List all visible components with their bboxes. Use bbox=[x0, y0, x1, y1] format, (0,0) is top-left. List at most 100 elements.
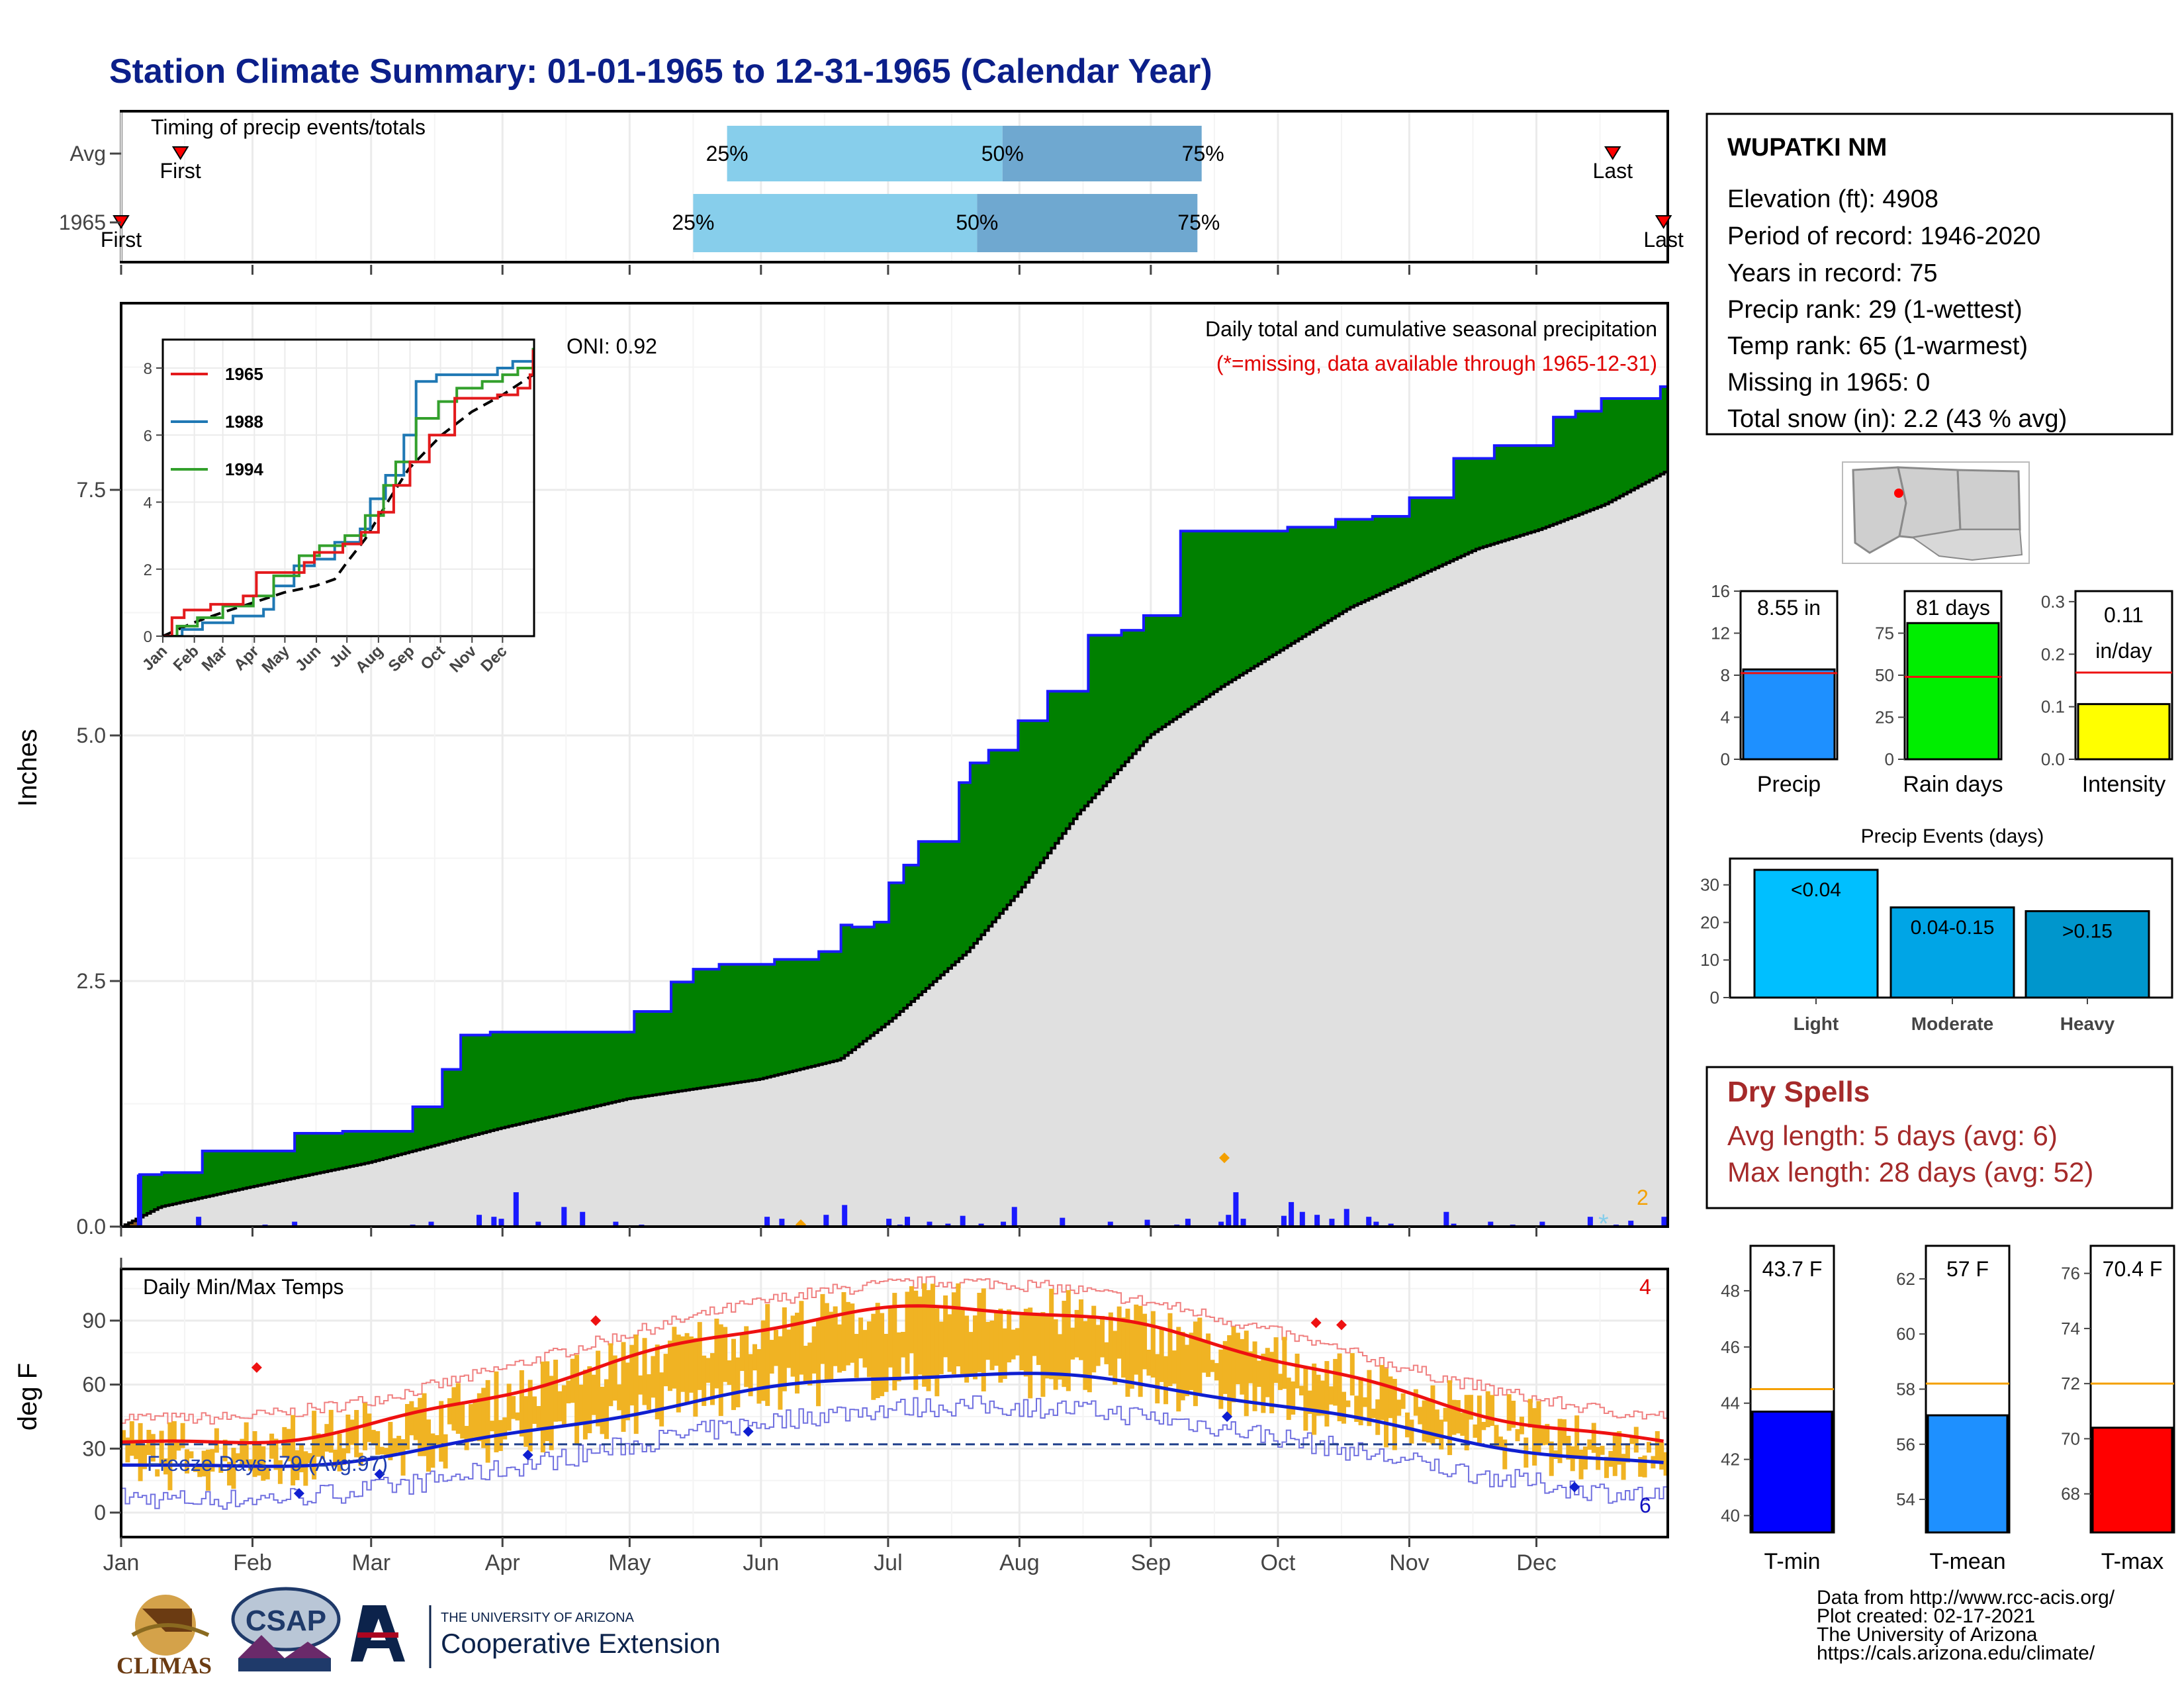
temp-daily-bar bbox=[1625, 1443, 1630, 1463]
temp-daily-bar bbox=[206, 1449, 211, 1491]
temp-daily-bar bbox=[434, 1434, 439, 1445]
temp-daily-bar bbox=[1036, 1314, 1041, 1366]
temp-daily-bar bbox=[1189, 1333, 1194, 1390]
timing-bar-25-50 bbox=[693, 194, 978, 252]
temp-daily-bar bbox=[1307, 1390, 1312, 1414]
temp-daily-bar bbox=[1320, 1380, 1325, 1416]
temp-daily-bar bbox=[1434, 1409, 1439, 1439]
timing-last-label: Last bbox=[1593, 159, 1633, 183]
precip-daily-bar bbox=[613, 1221, 619, 1227]
temp-daily-bar bbox=[1409, 1419, 1414, 1444]
temp-daily-bar bbox=[1019, 1315, 1024, 1371]
temp-daily-bar bbox=[455, 1383, 461, 1434]
temp-daily-bar bbox=[820, 1293, 825, 1364]
temp-daily-bar bbox=[760, 1320, 766, 1401]
precip-daily-bar bbox=[1366, 1217, 1372, 1227]
temp-daily-bar bbox=[392, 1438, 397, 1455]
precip-avg-line bbox=[121, 470, 1668, 1227]
temp-daily-bar bbox=[1240, 1338, 1245, 1395]
month-tick-label: Nov bbox=[1389, 1550, 1429, 1575]
temp-daily-bar bbox=[1494, 1425, 1499, 1449]
credit-line-university: The University of Arizona bbox=[1817, 1624, 2038, 1646]
timing-last-marker bbox=[1604, 146, 1621, 160]
temp-daily-bar bbox=[752, 1344, 758, 1371]
temp-daily-bar bbox=[1222, 1340, 1228, 1394]
record-low-marker bbox=[293, 1488, 304, 1499]
summary-value-bar bbox=[1906, 622, 2000, 761]
temp-daily-bar bbox=[566, 1380, 571, 1404]
temp-daily-bar bbox=[845, 1301, 850, 1366]
timing-panel: 25% 50% 75% First Last 25% 50% 75% First Last Tim… bbox=[59, 110, 1684, 263]
temp-daily-bar bbox=[807, 1342, 813, 1385]
temp-daily-bar bbox=[1142, 1313, 1148, 1370]
temp-daily-bar bbox=[680, 1336, 686, 1392]
temp-daily-bar bbox=[349, 1419, 355, 1445]
timing-label-50: 50% bbox=[981, 142, 1024, 165]
temp-daily-bar bbox=[600, 1386, 605, 1434]
temp-daily-bar bbox=[1100, 1315, 1105, 1358]
timing-bar-50-75 bbox=[1002, 126, 1202, 181]
temp-daily-bar bbox=[1392, 1379, 1397, 1450]
temp-daily-bar bbox=[383, 1448, 388, 1455]
temp-daily-bar bbox=[731, 1338, 736, 1411]
temp-daily-bar bbox=[998, 1308, 1003, 1383]
temp-daily-bar bbox=[964, 1315, 970, 1383]
precip-daily-bar bbox=[927, 1221, 933, 1227]
temp-daily-bar bbox=[1447, 1380, 1453, 1456]
temp-daily-bar bbox=[943, 1295, 948, 1358]
summary-y-tick-label: 25 bbox=[1875, 708, 1894, 727]
temp-daily-bar bbox=[1028, 1307, 1033, 1399]
temp-daily-bar bbox=[985, 1321, 991, 1360]
temp-daily-bar bbox=[1286, 1378, 1291, 1421]
temp-daily-bar bbox=[1545, 1424, 1550, 1445]
temp-daily-bar bbox=[1473, 1424, 1478, 1438]
temp-daily-bar bbox=[1227, 1335, 1232, 1416]
temp-daily-bar bbox=[1379, 1365, 1385, 1421]
timing-last-marker bbox=[1655, 215, 1672, 229]
temp-daily-bar bbox=[1248, 1351, 1253, 1383]
summary-y-tick-label: 8 bbox=[1721, 665, 1730, 685]
summary-value-label-unit: in/day bbox=[2095, 639, 2152, 663]
temp-daily-bar bbox=[655, 1344, 660, 1420]
temp-daily-bar bbox=[155, 1469, 160, 1477]
summary-bar-label: Intensity bbox=[2082, 772, 2166, 797]
temp-daily-bar bbox=[481, 1387, 486, 1448]
events-y-tick-label: 20 bbox=[1700, 912, 1719, 932]
temp-daily-bar bbox=[884, 1334, 889, 1392]
temp-daily-bar bbox=[917, 1296, 923, 1375]
summary-y-tick-label: 0 bbox=[1721, 749, 1730, 769]
temp-daily-bar bbox=[269, 1433, 275, 1459]
precip-header: Daily total and cumulative seasonal prec… bbox=[1205, 317, 1657, 341]
temp-daily-bar bbox=[824, 1303, 829, 1382]
temp-daily-bar bbox=[218, 1464, 224, 1473]
temp-bar-label: T-max bbox=[2101, 1549, 2163, 1574]
inset-legend: 1965 1988 1994 bbox=[171, 364, 263, 479]
precip-daily-bar bbox=[1107, 1221, 1113, 1227]
summary-value-label: 0.11 bbox=[2104, 603, 2144, 627]
snow-star-marker: * bbox=[1598, 1209, 1609, 1239]
timing-label-75: 75% bbox=[1177, 211, 1220, 234]
station-line-missing: Missing in 1965: 0 bbox=[1727, 369, 1930, 397]
dry-spells-max: Max length: 28 days (avg: 52) bbox=[1727, 1156, 2093, 1188]
inset-series-1965 bbox=[163, 350, 534, 636]
temp-daily-bar bbox=[197, 1466, 203, 1477]
temp-daily-bar bbox=[138, 1423, 143, 1481]
temp-daily-bar bbox=[447, 1398, 453, 1425]
temp-y-tick-label: 60 bbox=[82, 1373, 106, 1397]
temp-daily-bar bbox=[1002, 1328, 1007, 1380]
temp-daily-bar bbox=[1303, 1366, 1308, 1431]
temp-daily-bar bbox=[1252, 1341, 1257, 1411]
normal-tmin-line bbox=[121, 1372, 1664, 1468]
temp-daily-bar bbox=[1527, 1399, 1533, 1428]
temp-daily-bar bbox=[180, 1423, 185, 1448]
temp-daily-bar bbox=[1328, 1386, 1334, 1405]
station-info-box: WUPATKI NM Elevation (ft): 4908 Period o… bbox=[1706, 113, 2173, 436]
precip-daily-bar bbox=[1218, 1221, 1224, 1227]
summary-value-label: 81 days bbox=[1916, 596, 1990, 620]
temp-daily-bar bbox=[1418, 1407, 1423, 1425]
temp-daily-bar bbox=[629, 1344, 635, 1406]
locator-map bbox=[1842, 461, 2030, 564]
temp-daily-bar bbox=[1214, 1363, 1219, 1381]
